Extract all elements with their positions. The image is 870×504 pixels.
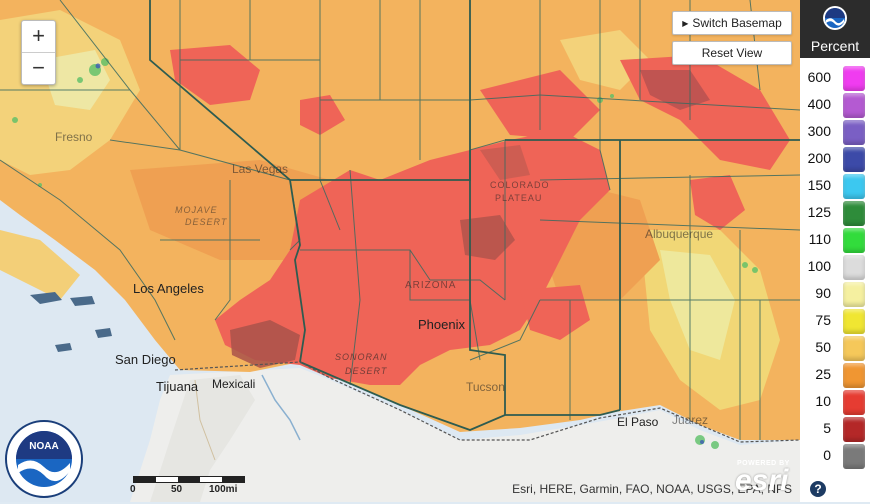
scale-bar-graphic xyxy=(133,476,245,483)
region-label: DESERT xyxy=(345,366,388,376)
place-label: El Paso xyxy=(617,415,659,429)
legend-item: 400 xyxy=(800,92,870,119)
legend-item-label: 110 xyxy=(808,231,831,247)
legend-item: 5 xyxy=(800,416,870,443)
legend-color-swatch xyxy=(843,255,865,280)
legend-panel: Percent 600 400 300 200 150 125 110 100 90 75 50 25… xyxy=(800,0,870,502)
legend-item: 0 xyxy=(800,443,870,470)
legend-item-label: 25 xyxy=(815,366,831,382)
reset-view-label: Reset View xyxy=(701,46,763,60)
switch-basemap-button[interactable]: ▶ Switch Basemap xyxy=(672,11,792,35)
legend-item: 50 xyxy=(800,335,870,362)
legend-item: 110 xyxy=(800,227,870,254)
place-label: Albuquerque xyxy=(645,227,714,241)
place-label: Las Vegas xyxy=(232,162,289,176)
zoom-in-button[interactable]: + xyxy=(32,23,45,48)
scale-tick: 0 xyxy=(130,484,136,495)
legend-color-swatch xyxy=(843,417,865,442)
region-label: DESERT xyxy=(185,217,228,227)
place-label: Phoenix xyxy=(418,317,465,332)
precipitation-map[interactable]: Los Angeles San Diego Tijuana Mexicali P… xyxy=(0,0,800,502)
legend-color-swatch xyxy=(843,120,865,145)
legend-item-label: 75 xyxy=(815,312,831,328)
legend-color-swatch xyxy=(843,390,865,415)
noaa-seal-text: NOAA xyxy=(29,441,58,452)
place-label: Juarez xyxy=(672,413,709,427)
place-label: Tijuana xyxy=(156,379,199,394)
legend-color-swatch xyxy=(843,363,865,388)
scale-tick: 50 xyxy=(171,484,183,495)
region-label: PLATEAU xyxy=(495,193,543,203)
legend-item-label: 50 xyxy=(815,339,831,355)
legend-item: 25 xyxy=(800,362,870,389)
legend-color-swatch xyxy=(843,282,865,307)
zoom-control: + − xyxy=(21,20,56,85)
scale-tick: 100mi xyxy=(209,484,238,495)
legend-item: 100 xyxy=(800,254,870,281)
legend-item: 300 xyxy=(800,119,870,146)
legend-item-label: 300 xyxy=(807,123,831,139)
legend-color-swatch xyxy=(843,336,865,361)
region-label: SONORAN xyxy=(335,352,388,362)
legend-color-swatch xyxy=(843,174,865,199)
legend-color-swatch xyxy=(843,228,865,253)
legend-item-label: 10 xyxy=(815,393,831,409)
legend-item-label: 150 xyxy=(807,177,831,193)
esri-name: esri xyxy=(735,464,789,497)
place-label: Los Angeles xyxy=(133,281,204,296)
legend-item: 200 xyxy=(800,146,870,173)
reset-view-button[interactable]: Reset View xyxy=(672,41,792,65)
noaa-logo-icon xyxy=(823,6,847,30)
esri-powered-by: POWERED BY xyxy=(737,460,790,467)
legend-item-label: 400 xyxy=(807,96,831,112)
legend-color-swatch xyxy=(843,309,865,334)
triangle-right-icon: ▶ xyxy=(682,19,689,28)
legend-color-swatch xyxy=(843,93,865,118)
legend-item: 125 xyxy=(800,200,870,227)
legend-item: 10 xyxy=(800,389,870,416)
legend-item-label: 5 xyxy=(823,420,831,436)
legend-item-label: 0 xyxy=(823,447,831,463)
help-icon[interactable]: ? xyxy=(810,481,826,497)
place-label: San Diego xyxy=(115,352,176,367)
legend-title: Percent xyxy=(810,38,860,54)
map-attribution: Esri, HERE, Garmin, FAO, NOAA, USGS, EPA… xyxy=(512,482,792,496)
noaa-seal-logo: NOAA xyxy=(4,419,84,504)
legend-item-label: 100 xyxy=(807,258,831,274)
region-label: COLORADO xyxy=(490,180,550,190)
place-label: Tucson xyxy=(466,380,505,394)
legend-color-swatch xyxy=(843,201,865,226)
place-label: Mexicali xyxy=(212,377,256,391)
legend-color-swatch xyxy=(843,66,865,91)
legend-item: 75 xyxy=(800,308,870,335)
legend-item-label: 600 xyxy=(807,69,831,85)
legend-item-label: 125 xyxy=(807,204,831,220)
legend-color-swatch xyxy=(843,147,865,172)
legend-color-swatch xyxy=(843,444,865,469)
place-label: Fresno xyxy=(55,130,93,144)
zoom-out-button[interactable]: − xyxy=(22,52,55,84)
legend-item: 600 xyxy=(800,65,870,92)
legend-item-label: 200 xyxy=(807,150,831,166)
region-label: ARIZONA xyxy=(405,280,457,291)
legend-item-label: 90 xyxy=(815,285,831,301)
switch-basemap-label: Switch Basemap xyxy=(692,16,782,30)
region-label: MOJAVE xyxy=(175,205,218,215)
legend-header: Percent xyxy=(800,0,870,58)
legend-item: 150 xyxy=(800,173,870,200)
legend-item: 90 xyxy=(800,281,870,308)
